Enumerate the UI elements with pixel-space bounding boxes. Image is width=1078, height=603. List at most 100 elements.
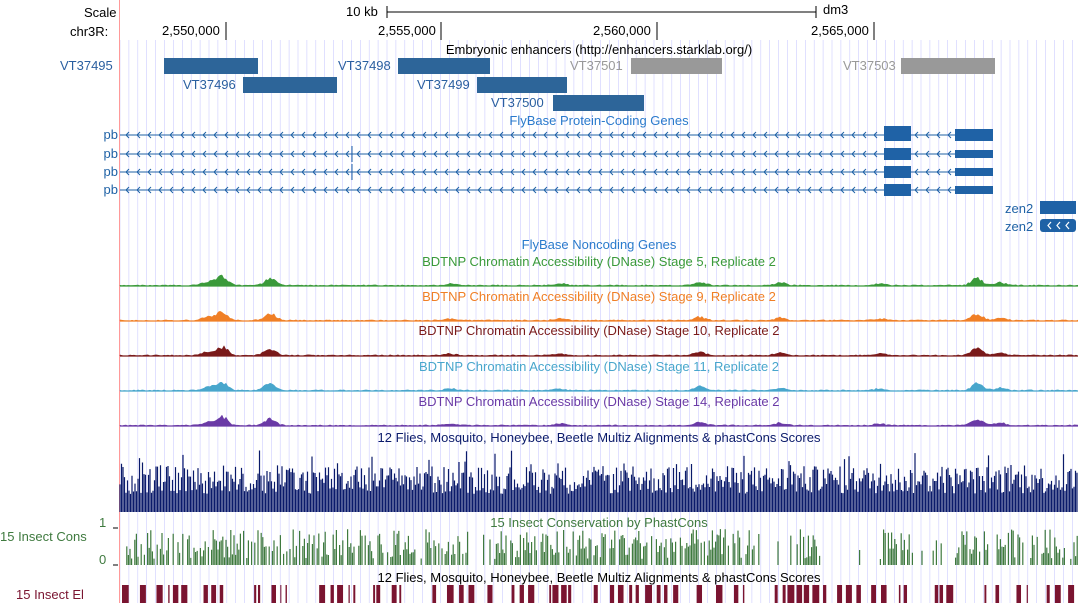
enhancer-label[interactable]: VT37495 [60, 58, 113, 73]
dnase-stage9-title[interactable]: BDTNP Chromatin Accessibility (DNase) St… [422, 289, 776, 304]
dnase-stage10-title[interactable]: BDTNP Chromatin Accessibility (DNase) St… [418, 323, 780, 338]
conserved-element [528, 585, 535, 603]
strand-arrow [730, 168, 735, 176]
elements-track-title[interactable]: 12 Flies, Mosquito, Honeybee, Beetle Mul… [377, 570, 821, 585]
enhancer-label[interactable]: VT37501 [570, 58, 623, 73]
dnase-stage5-title[interactable]: BDTNP Chromatin Accessibility (DNase) St… [422, 254, 776, 269]
strand-arrow [785, 186, 790, 194]
strand-arrow [840, 150, 845, 158]
gene-track-title[interactable]: FlyBase Protein-Coding Genes [509, 113, 689, 128]
strand-arrow [796, 186, 801, 194]
strand-arrow [158, 131, 163, 139]
strand-arrow [455, 131, 460, 139]
strand-arrow [499, 131, 504, 139]
enhancer-block [477, 77, 567, 93]
strand-arrow [477, 168, 482, 176]
enhancer-label[interactable]: VT37499 [417, 77, 470, 92]
gene-label-pb[interactable]: pb [103, 146, 118, 161]
enhancer-label[interactable]: VT37503 [843, 58, 896, 73]
strand-arrow [246, 150, 251, 158]
strand-arrow [873, 168, 878, 176]
conserved-element [823, 585, 827, 603]
exon [884, 126, 911, 135]
strand-arrow [147, 186, 152, 194]
strand-arrow [235, 150, 240, 158]
strand-arrow [554, 131, 559, 139]
strand-arrow [796, 150, 801, 158]
strand-arrow [444, 131, 449, 139]
gene-label-zen2[interactable]: zen2 [1005, 201, 1034, 216]
strand-arrow [235, 168, 240, 176]
enhancer-track-title[interactable]: Embryonic enhancers (http://enhancers.st… [445, 42, 753, 57]
strand-arrow [565, 131, 570, 139]
noncoding-track-title[interactable]: FlyBase Noncoding Genes [521, 237, 677, 252]
dnase-stage11-title[interactable]: BDTNP Chromatin Accessibility (DNase) St… [418, 359, 780, 374]
strand-arrow [675, 168, 680, 176]
enhancer-block [553, 95, 644, 111]
strand-arrow [631, 150, 636, 158]
strand-arrow [914, 168, 919, 176]
strand-arrow [532, 186, 537, 194]
conserved-element [995, 585, 1000, 603]
strand-arrow [532, 168, 537, 176]
conserved-element [487, 585, 493, 603]
conserved-element [609, 585, 615, 603]
strand-arrow [356, 131, 361, 139]
elements-side-label[interactable]: 15 Insect El [16, 587, 84, 602]
strand-arrow [587, 168, 592, 176]
enhancer-label[interactable]: VT37496 [183, 77, 236, 92]
strand-arrow [345, 168, 350, 176]
strand-arrow [510, 150, 515, 158]
conserved-element [742, 585, 745, 603]
strand-arrow [367, 150, 372, 158]
conserved-element [1016, 585, 1022, 603]
strand-arrow [631, 186, 636, 194]
strand-arrow [290, 131, 295, 139]
conserved-element [984, 585, 987, 603]
strand-arrow [510, 131, 515, 139]
strand-arrow [521, 150, 526, 158]
strand-arrow [947, 168, 952, 176]
strand-arrow [675, 131, 680, 139]
strand-arrow [576, 168, 581, 176]
multiz-track-title[interactable]: 12 Flies, Mosquito, Honeybee, Beetle Mul… [377, 430, 821, 445]
enhancer-label[interactable]: VT37500 [491, 95, 544, 110]
strand-arrow [510, 186, 515, 194]
strand-arrow [290, 186, 295, 194]
conserved-element [593, 585, 598, 603]
strand-arrow [730, 186, 735, 194]
enhancer-label[interactable]: VT37498 [338, 58, 391, 73]
conserved-element [257, 585, 261, 603]
gene-label-pb[interactable]: pb [103, 164, 118, 179]
strand-arrow [785, 150, 790, 158]
dnase-stage14-title[interactable]: BDTNP Chromatin Accessibility (DNase) St… [418, 394, 780, 409]
strand-arrow [213, 186, 218, 194]
phastcons-side-label[interactable]: 15 Insect Cons [0, 529, 87, 544]
strand-arrow [763, 168, 768, 176]
conserved-element [254, 585, 257, 603]
strand-arrow [334, 168, 339, 176]
strand-arrow [598, 150, 603, 158]
strand-arrow [763, 150, 768, 158]
strand-arrow [125, 168, 130, 176]
strand-arrow [708, 150, 713, 158]
strand-arrow [455, 168, 460, 176]
enhancer-block [398, 58, 490, 74]
enhancer-block [164, 58, 258, 74]
strand-arrow [323, 131, 328, 139]
strand-arrow [169, 168, 174, 176]
strand-arrow [807, 131, 812, 139]
gene-label-pb[interactable]: pb [103, 127, 118, 142]
phastcons-track-title[interactable]: 15 Insect Conservation by PhastCons [490, 515, 708, 530]
strand-arrow [697, 186, 702, 194]
gene-label-pb[interactable]: pb [103, 182, 118, 197]
strand-arrow [279, 168, 284, 176]
gene-label-zen2[interactable]: zen2 [1005, 219, 1034, 234]
strand-arrow [664, 150, 669, 158]
strand-arrow [312, 150, 317, 158]
conserved-element [319, 585, 326, 603]
strand-arrow [543, 131, 548, 139]
strand-arrow [708, 168, 713, 176]
dnase-signal [119, 310, 1078, 322]
strand-arrow [774, 186, 779, 194]
